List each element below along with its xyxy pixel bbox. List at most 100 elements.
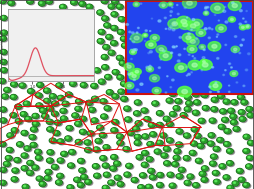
Circle shape (178, 86, 192, 97)
Circle shape (144, 34, 146, 36)
Circle shape (53, 112, 59, 117)
Circle shape (54, 131, 59, 135)
Circle shape (7, 157, 9, 158)
Circle shape (156, 150, 158, 152)
Circle shape (85, 147, 91, 152)
Circle shape (104, 164, 106, 166)
Circle shape (65, 136, 71, 141)
Circle shape (211, 107, 217, 111)
Circle shape (194, 58, 196, 59)
Circle shape (241, 118, 243, 119)
Circle shape (13, 129, 19, 134)
Circle shape (191, 127, 198, 132)
Circle shape (80, 116, 86, 121)
Circle shape (213, 98, 215, 100)
Circle shape (103, 145, 110, 150)
Circle shape (28, 0, 30, 2)
Circle shape (150, 74, 160, 82)
Circle shape (248, 114, 254, 119)
Circle shape (171, 113, 173, 114)
Circle shape (8, 134, 10, 136)
Circle shape (89, 107, 95, 112)
Circle shape (231, 67, 232, 68)
Circle shape (228, 162, 234, 167)
Circle shape (106, 90, 113, 95)
Circle shape (118, 135, 120, 136)
Circle shape (237, 95, 244, 100)
Circle shape (121, 62, 123, 63)
Circle shape (231, 100, 237, 105)
Circle shape (141, 108, 148, 113)
Circle shape (94, 68, 100, 73)
Circle shape (165, 147, 171, 152)
Circle shape (138, 156, 139, 157)
Circle shape (191, 151, 193, 153)
Circle shape (239, 52, 241, 54)
Circle shape (41, 109, 47, 114)
Circle shape (243, 149, 249, 153)
Circle shape (70, 82, 76, 86)
Circle shape (173, 163, 180, 168)
Circle shape (115, 175, 121, 180)
Circle shape (216, 36, 217, 37)
Circle shape (48, 120, 50, 122)
Circle shape (62, 117, 68, 122)
Circle shape (10, 113, 17, 118)
Circle shape (46, 0, 52, 4)
Circle shape (2, 16, 4, 18)
Circle shape (101, 114, 107, 119)
Circle shape (211, 119, 213, 121)
Circle shape (105, 75, 111, 79)
Circle shape (21, 153, 28, 158)
Circle shape (117, 75, 123, 80)
Circle shape (198, 60, 212, 70)
Circle shape (223, 74, 225, 76)
Circle shape (149, 175, 156, 180)
X-axis label: r: r (50, 91, 52, 95)
Circle shape (186, 37, 199, 46)
Circle shape (173, 106, 180, 111)
Circle shape (158, 67, 161, 68)
Circle shape (245, 135, 251, 140)
Circle shape (104, 186, 106, 188)
Circle shape (111, 26, 117, 30)
Circle shape (21, 112, 26, 116)
Circle shape (199, 171, 206, 176)
Circle shape (22, 131, 29, 136)
Circle shape (8, 1, 14, 5)
Circle shape (153, 102, 160, 107)
Circle shape (134, 127, 136, 129)
Circle shape (44, 98, 50, 103)
Circle shape (174, 106, 179, 110)
Circle shape (103, 56, 105, 57)
Circle shape (193, 110, 199, 115)
Circle shape (86, 101, 92, 105)
Circle shape (190, 48, 194, 51)
Circle shape (72, 113, 78, 118)
Circle shape (121, 62, 127, 67)
Circle shape (240, 111, 242, 112)
Circle shape (111, 41, 117, 46)
Circle shape (22, 153, 27, 158)
Circle shape (170, 92, 176, 96)
Circle shape (76, 122, 83, 127)
Circle shape (47, 127, 53, 131)
Circle shape (234, 128, 236, 129)
Circle shape (133, 179, 135, 180)
Circle shape (158, 184, 160, 185)
Circle shape (232, 181, 239, 186)
Circle shape (97, 139, 99, 141)
Circle shape (131, 49, 132, 50)
Circle shape (214, 180, 219, 184)
Circle shape (61, 5, 63, 7)
Circle shape (25, 102, 27, 104)
Circle shape (136, 136, 142, 140)
Circle shape (53, 166, 55, 167)
Circle shape (32, 113, 39, 118)
Circle shape (11, 82, 17, 86)
Circle shape (149, 65, 151, 66)
Circle shape (201, 139, 207, 143)
Circle shape (247, 108, 254, 112)
Circle shape (97, 10, 103, 15)
Circle shape (111, 12, 118, 17)
